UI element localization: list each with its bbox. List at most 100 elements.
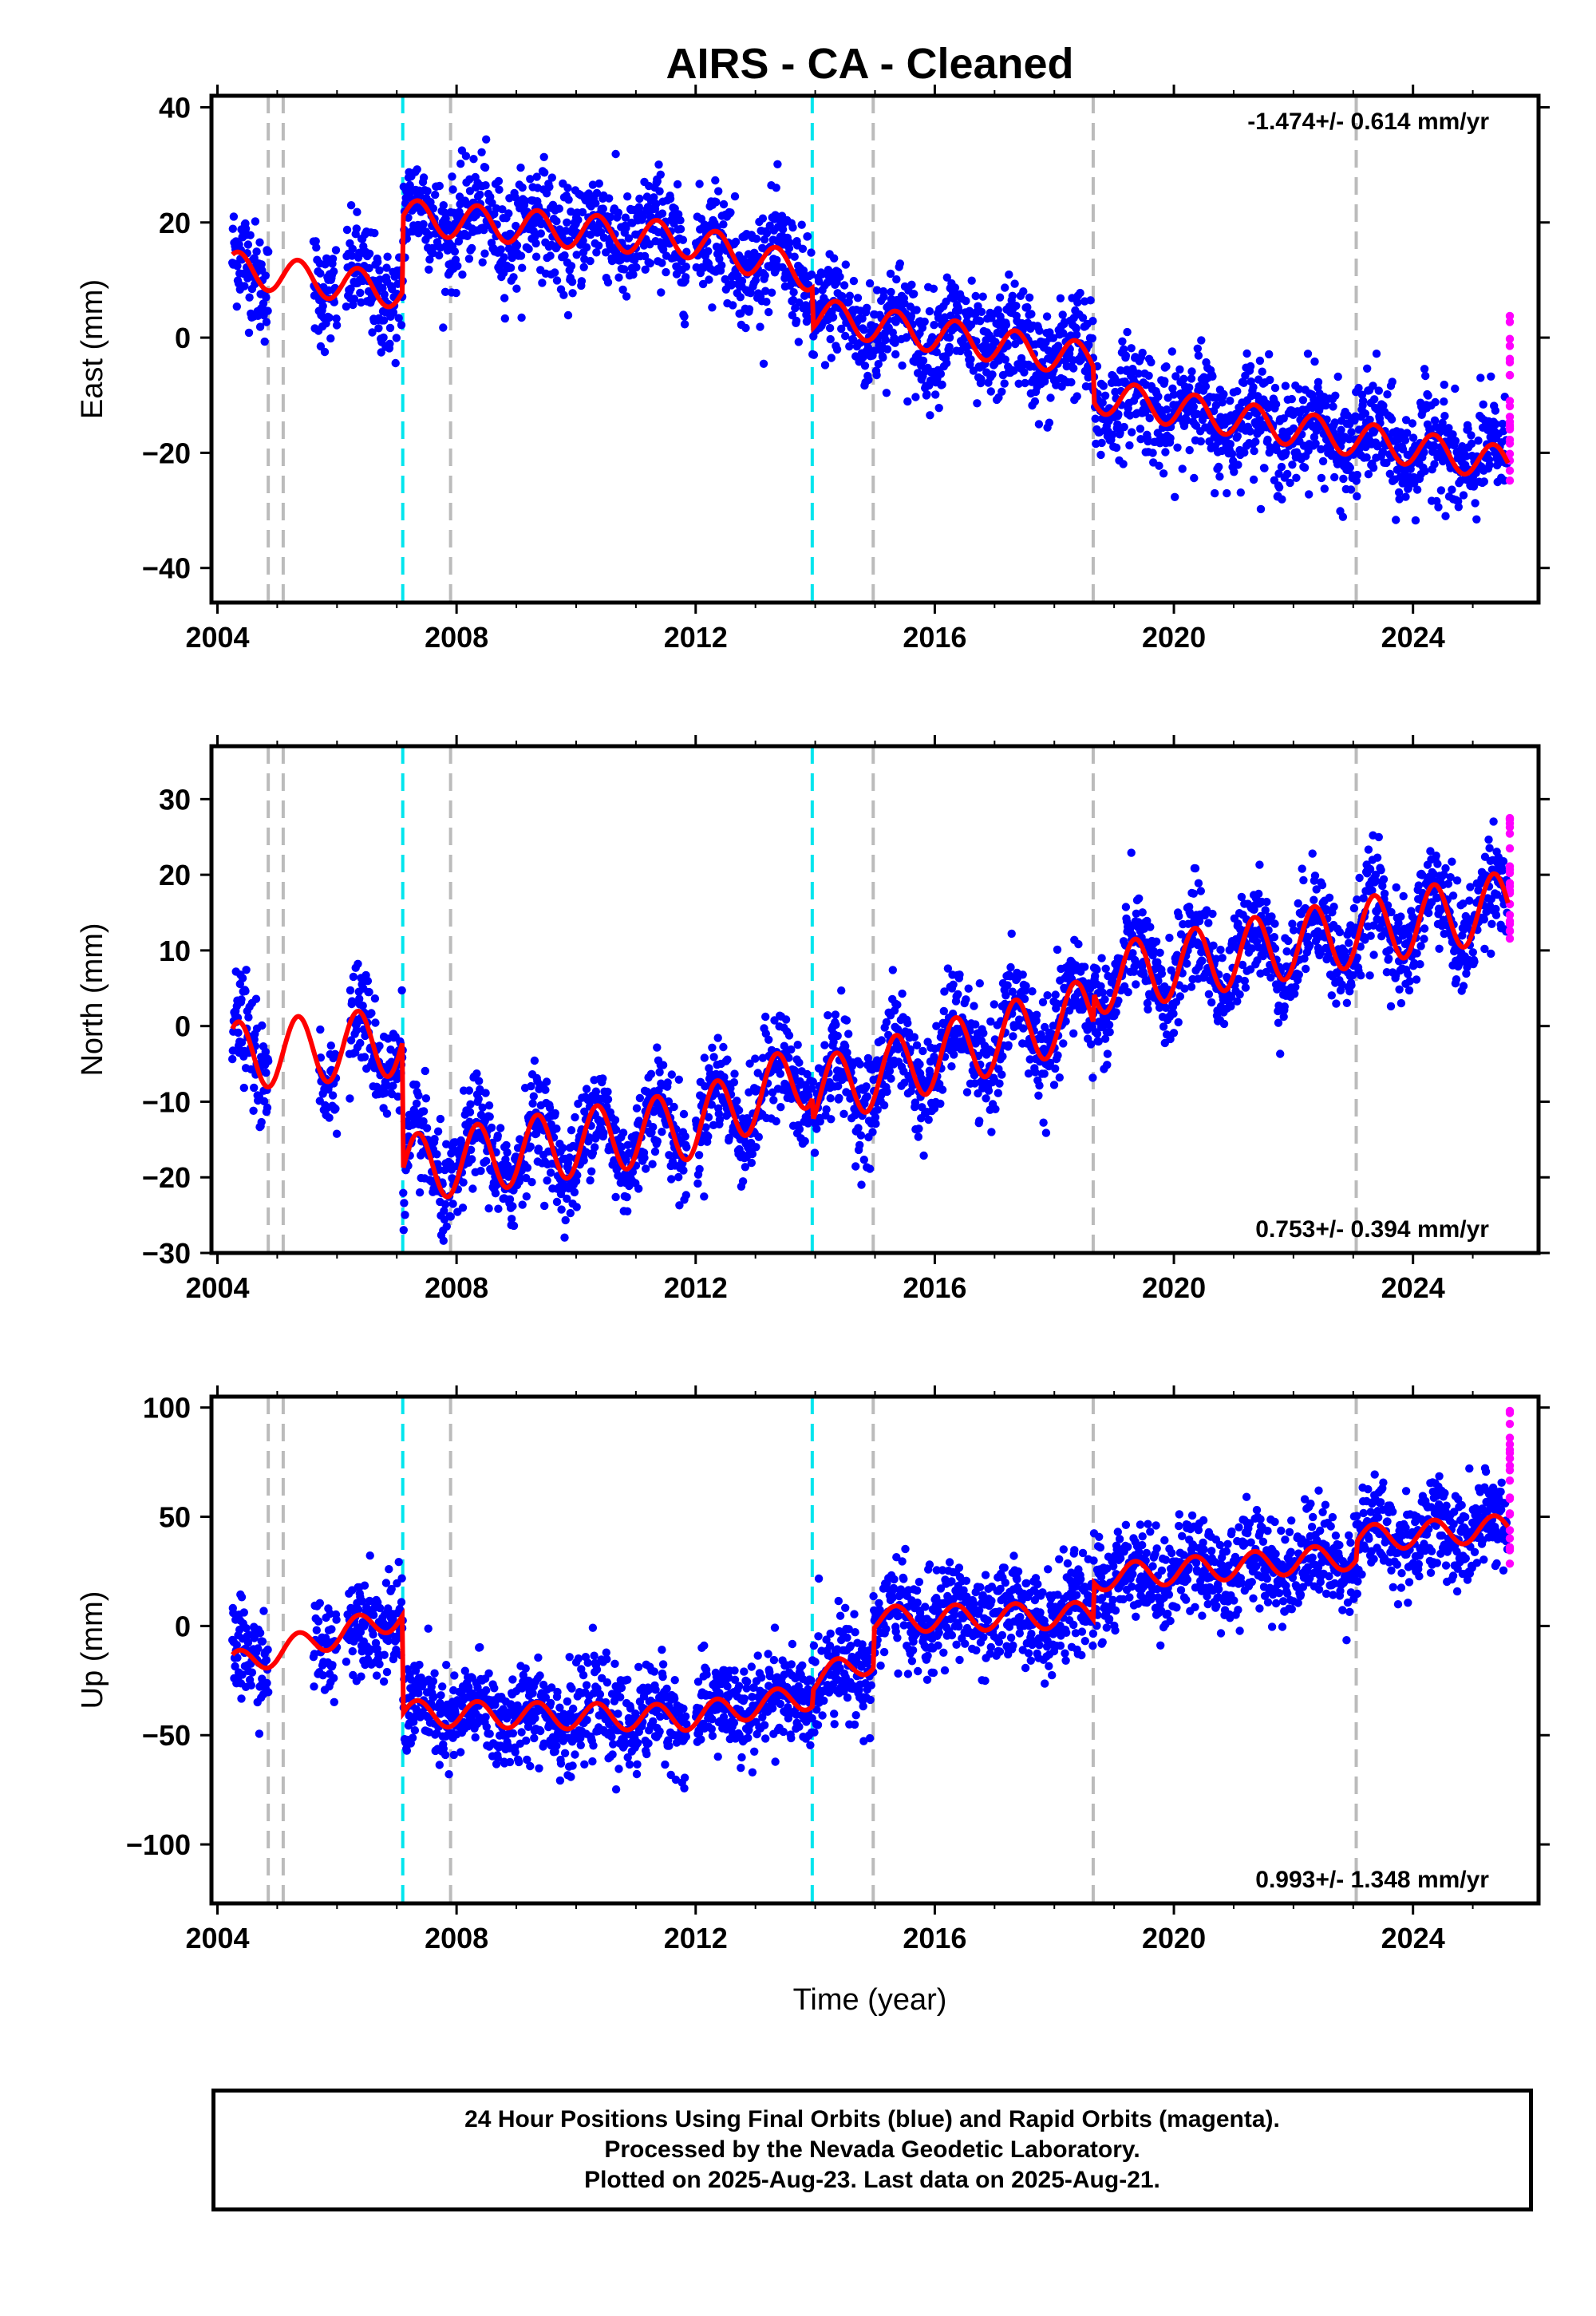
data-point [1116,429,1124,437]
data-point [1099,1022,1108,1030]
data-point [622,223,630,232]
data-point [487,1123,496,1132]
data-point [773,160,782,168]
data-point [1305,490,1314,499]
data-point [646,259,654,268]
data-point [1143,916,1152,926]
data-point [1374,386,1384,395]
data-point [348,251,357,260]
data-point [1255,356,1265,366]
data-point [561,1215,570,1225]
data-point [841,331,850,341]
data-point [545,183,554,192]
data-point [1227,449,1237,458]
data-point [658,1128,666,1136]
data-point [574,215,583,224]
data-point [1007,929,1016,939]
data-point [825,323,835,333]
data-point [772,1117,780,1126]
data-point [1255,860,1264,869]
data-point [453,262,462,271]
data-point [1194,879,1203,887]
data-point [1279,414,1288,423]
data-point [1119,460,1128,468]
data-point [1265,350,1274,359]
data-point [758,1053,768,1062]
data-point [1204,919,1213,927]
data-point [1234,460,1242,469]
data-point [816,1117,824,1126]
data-point [1144,437,1152,446]
data-point [1266,375,1274,385]
data-point [1100,1034,1110,1043]
data-point [1040,1069,1049,1078]
data-point [1148,449,1157,457]
data-point [1274,483,1284,492]
data-point [328,1091,338,1100]
data-point [375,275,385,284]
y-tick-label: −40 [142,552,191,585]
data-point [849,335,858,345]
data-point [658,209,667,218]
data-point [1420,467,1429,476]
data-point [500,253,508,262]
data-point [560,251,569,260]
data-point [529,1092,538,1101]
rapid-data-point [1505,311,1515,321]
data-point [986,1017,995,1026]
rapid-orbit-points [1505,311,1515,485]
data-point [622,1155,630,1164]
data-point [855,1060,865,1069]
data-point [827,1115,836,1124]
data-point [480,226,488,235]
data-point [228,1046,237,1055]
data-point [393,1074,401,1084]
data-point [1304,446,1313,455]
data-point [458,1203,468,1212]
data-point [598,1074,607,1083]
data-point [480,249,489,258]
data-point [523,1164,532,1172]
data-point [498,205,507,214]
data-point [931,390,940,399]
data-point [745,1059,754,1068]
data-point [1207,998,1216,1007]
data-point [346,1094,354,1103]
data-point [1080,962,1089,971]
data-point [949,980,958,990]
data-point [1474,436,1483,445]
data-point [320,347,330,357]
data-point [1149,947,1159,956]
data-point [228,1054,237,1064]
data-point [962,1088,972,1097]
data-point [836,272,844,281]
data-point [1491,420,1500,429]
data-point [1218,398,1227,407]
data-point [435,181,444,191]
data-point [650,193,658,202]
data-point [877,1036,886,1045]
data-point [262,1069,271,1077]
data-point [241,986,250,996]
data-point [986,387,996,396]
data-point [860,362,870,370]
data-point [1008,291,1017,300]
data-point [442,1222,451,1231]
data-point [751,1054,760,1063]
data-point [879,1101,889,1110]
data-point [1311,439,1320,448]
data-point [1020,368,1029,377]
data-point [413,165,421,174]
data-point [1400,436,1410,445]
data-point [1146,923,1155,931]
data-point [425,231,434,239]
data-point [1241,983,1250,992]
data-point [538,279,547,287]
data-point [332,1129,342,1138]
data-point [1003,342,1012,350]
data-point [472,1069,481,1078]
data-point [1144,371,1153,380]
data-point [585,1133,594,1142]
data-point [1244,411,1253,421]
data-point [680,312,689,321]
